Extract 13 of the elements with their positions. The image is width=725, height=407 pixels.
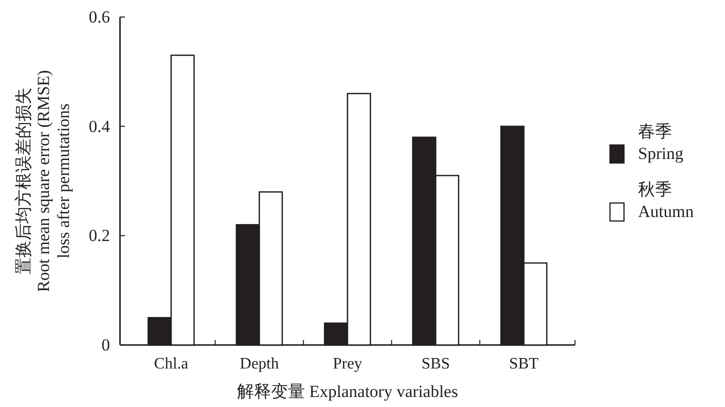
y-tick-label: 0.4 (88, 116, 110, 136)
legend-label: 春季 Spring (638, 122, 684, 163)
x-tick-label: SBT (509, 355, 539, 372)
y-tick-label: 0.6 (88, 7, 110, 26)
y-tick-label: 0.2 (88, 226, 110, 246)
x-axis-title: 解释变量 Explanatory variables (237, 382, 458, 401)
x-tick-label: SBS (421, 355, 450, 372)
x-tick-label: Depth (240, 355, 279, 372)
y-tick-label: 0 (102, 335, 110, 354)
x-tick-label: Prey (332, 355, 362, 372)
legend-label: 秋季 Autumn (638, 180, 694, 221)
x-tick-label: Chl.a (154, 355, 188, 372)
y-axis-title: 置换后均方根误差的损失 Root mean square error (RMSE) loss after permutations (14, 70, 73, 292)
